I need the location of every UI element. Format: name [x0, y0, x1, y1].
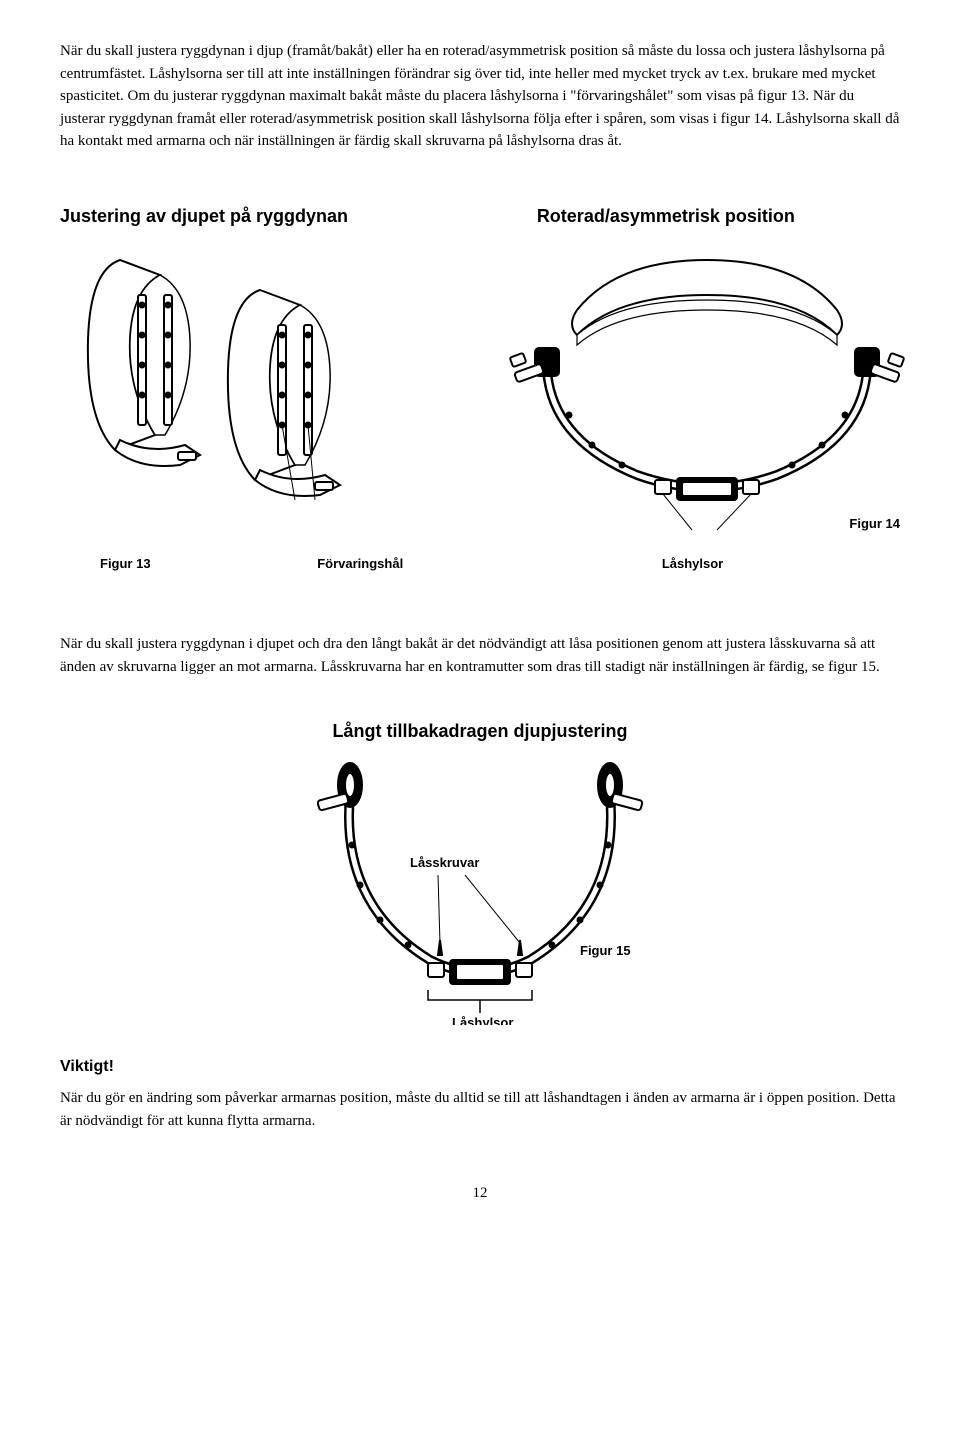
important-heading: Viktigt!	[60, 1055, 900, 1079]
intro-paragraph: När du skall justera ryggdynan i djup (f…	[60, 40, 900, 153]
figure-15-label: Figur 15	[580, 943, 631, 958]
figure-14-column: Låshylsor Figur 14	[497, 240, 900, 574]
paragraph-2: När du skall justera ryggdynan i djupet …	[60, 633, 900, 678]
paragraph-3: När du gör en ändring som påverkar armar…	[60, 1087, 900, 1132]
lock-sleeves-label-14: Låshylsor	[662, 554, 723, 574]
lock-sleeves-label-15: Låshylsor	[452, 1015, 513, 1025]
storage-hole-label: Förvaringshål	[317, 554, 403, 574]
figure-14-label: Figur 14	[849, 514, 900, 534]
figure-13-graphic	[60, 240, 463, 550]
figure-15-block: Låsskruvar Låshylsor Figur 15	[60, 755, 900, 1025]
figure-13-label: Figur 13	[100, 554, 151, 574]
figure-15-graphic: Låsskruvar Låshylsor Figur 15	[270, 755, 690, 1025]
figure-headings-row: Justering av djupet på ryggdynan Roterad…	[60, 203, 900, 230]
figure-14-graphic	[497, 240, 900, 550]
page-number: 12	[60, 1182, 900, 1205]
heading-rotated: Roterad/asymmetrisk position	[497, 203, 900, 230]
heading-depth-adjust: Justering av djupet på ryggdynan	[60, 203, 463, 230]
figure-13-column: Figur 13 Förvaringshål	[60, 240, 463, 574]
heading-deep-adjust: Långt tillbakadragen djupjustering	[60, 718, 900, 745]
lock-screws-label: Låsskruvar	[410, 855, 479, 870]
figures-top-row: Figur 13 Förvaringshål	[60, 240, 900, 574]
